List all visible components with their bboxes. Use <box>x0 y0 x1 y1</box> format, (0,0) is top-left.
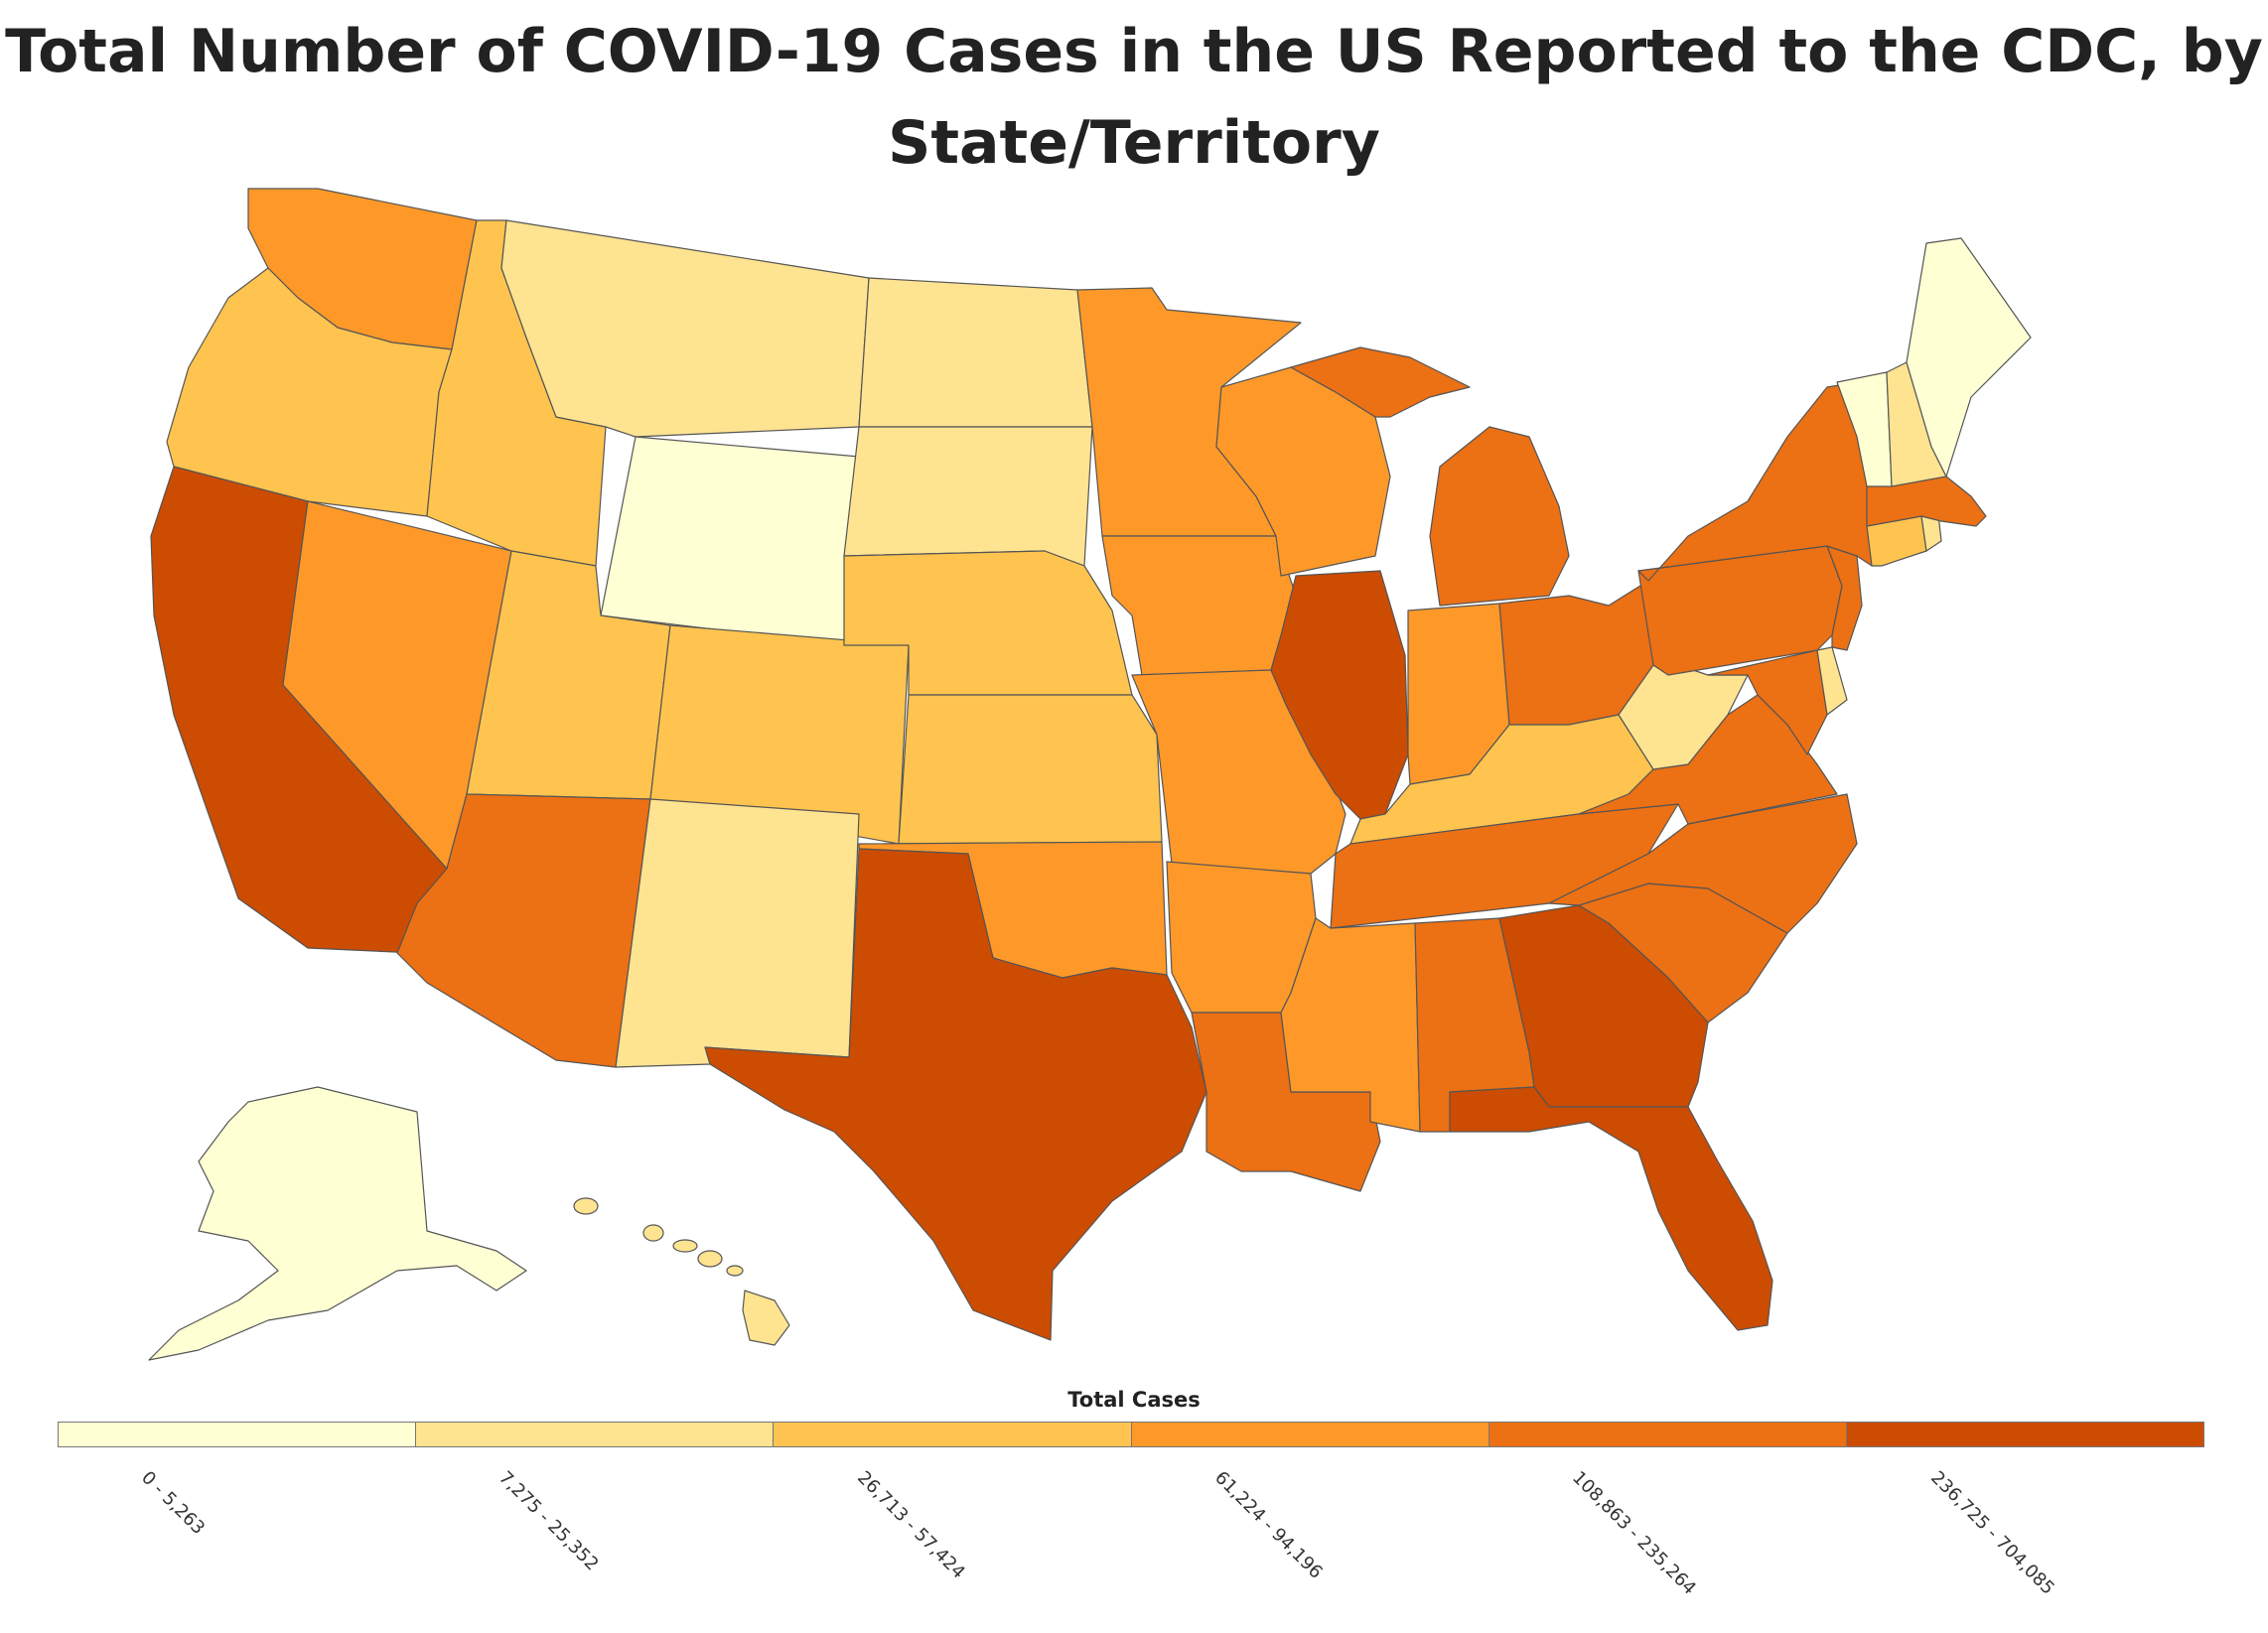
state-north-carolina[interactable] <box>1548 793 1858 934</box>
state-hawaii[interactable] <box>573 1197 790 1346</box>
legend-swatch-2 <box>774 1423 1132 1446</box>
legend-swatch-3 <box>1131 1423 1489 1446</box>
legend-color-bar <box>58 1422 2204 1447</box>
legend-swatch-4 <box>1488 1423 1847 1446</box>
legend-swatch-5 <box>1846 1423 2204 1446</box>
state-new-mexico[interactable] <box>615 798 860 1068</box>
state-south-dakota[interactable] <box>843 426 1093 567</box>
state-massachusetts[interactable] <box>1866 476 1987 527</box>
state-kansas[interactable] <box>898 694 1163 845</box>
state-michigan[interactable] <box>1290 346 1570 607</box>
state-illinois[interactable] <box>1270 570 1409 820</box>
map-title: Total Number of COVID-19 Cases in the US… <box>0 6 2268 189</box>
state-delaware[interactable] <box>1816 646 1848 716</box>
state-florida[interactable] <box>1449 1086 1773 1331</box>
state-alaska[interactable] <box>148 1086 527 1361</box>
state-montana[interactable] <box>500 219 870 438</box>
legend-title: Total Cases <box>1067 1388 1201 1412</box>
state-texas[interactable] <box>704 848 1207 1341</box>
state-vermont[interactable] <box>1836 371 1893 487</box>
state-iowa[interactable] <box>1101 535 1297 676</box>
state-north-dakota[interactable] <box>858 277 1093 428</box>
map-title-line-1: Total Number of COVID-19 Cases in the US… <box>5 17 2263 86</box>
state-wyoming[interactable] <box>600 436 860 646</box>
state-new-jersey[interactable] <box>1826 545 1863 651</box>
state-new-york[interactable] <box>1637 381 1878 582</box>
states-layer <box>148 188 2032 1361</box>
legend-swatch-1 <box>416 1423 775 1446</box>
map-title-line-2: State/Territory <box>888 108 1380 178</box>
state-maine[interactable] <box>1906 237 2032 477</box>
legend-swatch-0 <box>59 1423 417 1446</box>
